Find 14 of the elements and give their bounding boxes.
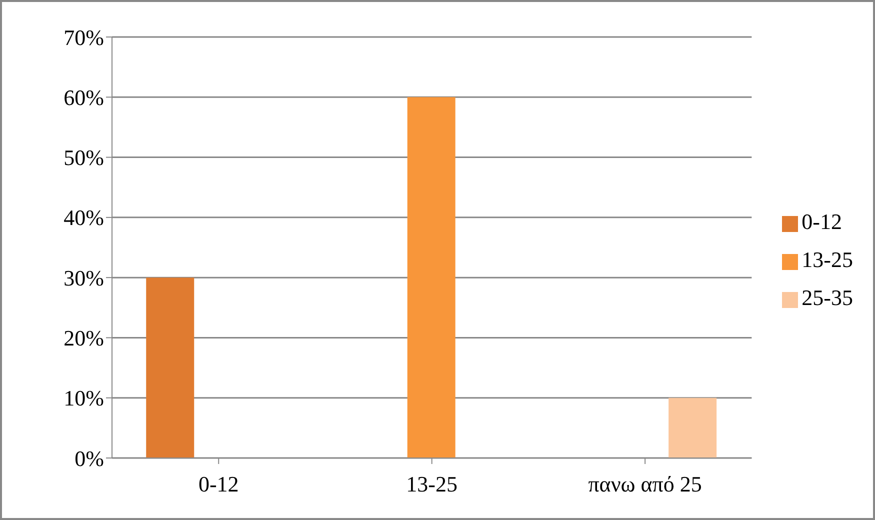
y-tick-label: 40% — [64, 205, 104, 230]
y-tick-label: 60% — [64, 84, 104, 110]
x-tick-label: 13-25 — [406, 472, 458, 497]
y-tick-label: 30% — [64, 265, 104, 290]
legend-label: 25-35 — [802, 285, 853, 310]
y-tick-label: 10% — [64, 386, 104, 411]
y-tick-label: 50% — [64, 145, 104, 170]
legend-label: 13-25 — [802, 247, 853, 272]
x-tick-label: 0-12 — [198, 472, 239, 497]
y-tick-label: 70% — [64, 24, 104, 50]
x-tick-label: πανω από 25 — [588, 472, 702, 497]
legend-label: 0-12 — [802, 209, 842, 234]
y-tick-label: 20% — [64, 326, 104, 351]
y-tick-label: 0% — [74, 446, 104, 471]
